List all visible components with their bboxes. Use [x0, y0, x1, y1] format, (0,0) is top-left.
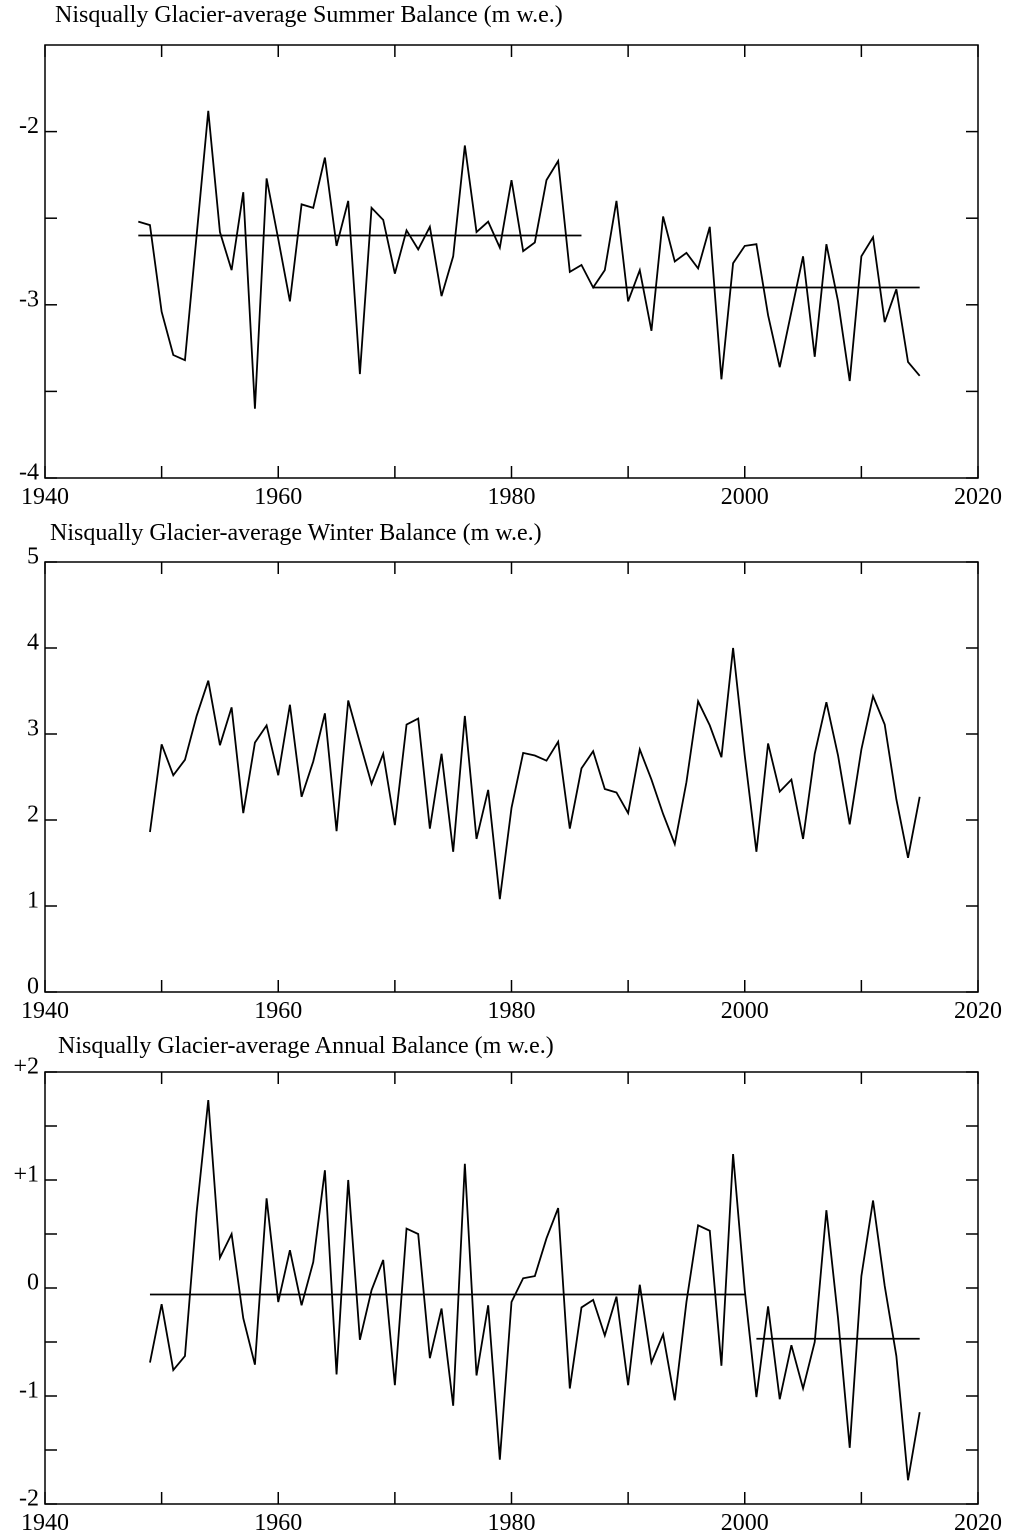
data-line	[149, 1099, 921, 1481]
x-tick-label: 1980	[488, 484, 536, 510]
y-tick-label: 1	[27, 888, 39, 914]
x-tick-label: 2020	[954, 484, 1002, 510]
y-tick-label: 3	[27, 716, 39, 742]
plot-frame	[44, 44, 979, 479]
x-tick-label: 2000	[721, 1510, 769, 1536]
plot-frame	[44, 561, 979, 993]
x-tick-label: 1980	[488, 998, 536, 1024]
y-tick-label: -2	[19, 113, 39, 139]
x-tick-label: 2020	[954, 1510, 1002, 1536]
x-tick-label: 2000	[721, 484, 769, 510]
x-tick-label: 2020	[954, 998, 1002, 1024]
x-tick-label: 1960	[254, 998, 302, 1024]
chart-title: Nisqually Glacier-average Winter Balance…	[50, 520, 542, 546]
y-tick-label: 5	[27, 544, 39, 570]
x-tick-label: 1960	[254, 484, 302, 510]
y-tick-label: 0	[27, 974, 39, 1000]
x-tick-label: 1960	[254, 1510, 302, 1536]
data-line	[138, 110, 921, 409]
x-tick-label: 2000	[721, 998, 769, 1024]
y-tick-label: -3	[19, 286, 39, 312]
y-tick-label: -4	[19, 460, 39, 486]
y-tick-label: 0	[27, 1270, 39, 1296]
x-tick-label: 1940	[21, 998, 69, 1024]
x-tick-label: 1940	[21, 484, 69, 510]
y-tick-label: 2	[27, 802, 39, 828]
plot-frame	[44, 1071, 979, 1505]
y-tick-label: 4	[27, 630, 39, 656]
x-tick-label: 1940	[21, 1510, 69, 1536]
chart-title: Nisqually Glacier-average Annual Balance…	[58, 1033, 554, 1059]
data-line	[149, 647, 921, 900]
y-tick-label: -2	[19, 1486, 39, 1512]
y-tick-label: +2	[13, 1054, 39, 1080]
y-tick-label: +1	[13, 1162, 39, 1188]
chart-title: Nisqually Glacier-average Summer Balance…	[55, 2, 563, 28]
x-tick-label: 1980	[488, 1510, 536, 1536]
y-tick-label: -1	[19, 1378, 39, 1404]
